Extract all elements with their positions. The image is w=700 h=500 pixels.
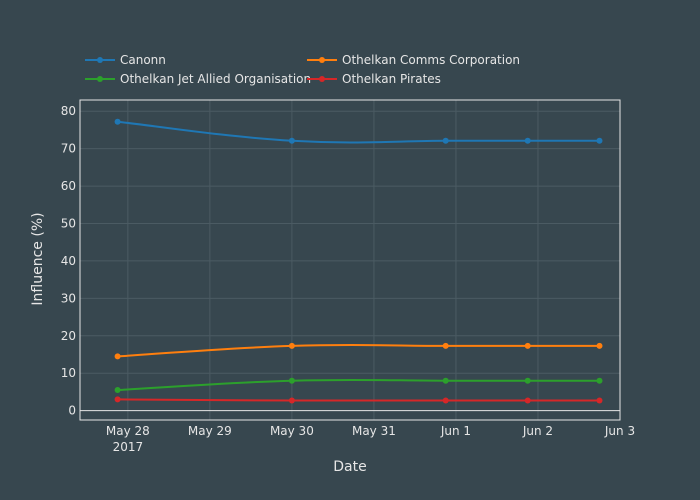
y-tick-label: 50 (61, 217, 76, 231)
y-tick-label: 40 (61, 254, 76, 268)
legend-label: Othelkan Comms Corporation (342, 53, 520, 67)
y-tick-label: 10 (61, 366, 76, 380)
data-point[interactable] (524, 397, 531, 404)
data-point[interactable] (288, 342, 295, 349)
y-axis-title: Influence (%) (30, 212, 46, 305)
data-point[interactable] (442, 342, 449, 349)
data-point[interactable] (524, 342, 531, 349)
legend-swatch-marker (97, 57, 103, 63)
y-tick-label: 60 (61, 179, 76, 193)
data-point[interactable] (524, 137, 531, 144)
legend: Canonn Othelkan Comms Corporation Othelkan… (85, 53, 520, 86)
series-line (117, 378, 600, 392)
data-point[interactable] (288, 377, 295, 384)
x-tick-label: May 28 (106, 424, 150, 438)
data-point[interactable] (114, 396, 121, 403)
legend-swatch-marker (97, 76, 103, 82)
x-tick-label: May 29 (188, 424, 232, 438)
data-point[interactable] (524, 377, 531, 384)
legend-item[interactable]: Canonn (85, 53, 166, 67)
grid-lines (80, 100, 621, 420)
series-othelkan-pirates (114, 396, 603, 404)
series-line (117, 120, 600, 144)
x-tick-label: Jun 3 (604, 424, 635, 438)
x-tick-label: Jun 2 (522, 424, 553, 438)
x-tick-year-label: 2017 (113, 440, 144, 454)
series-canonn (114, 118, 603, 144)
data-point[interactable] (596, 377, 603, 384)
legend-swatch-marker (319, 57, 325, 63)
y-tick-label: 20 (61, 329, 76, 343)
x-axis-title: Date (333, 459, 366, 475)
legend-item[interactable]: Othelkan Pirates (307, 72, 441, 86)
y-tick-label: 0 (68, 404, 76, 418)
data-point[interactable] (442, 137, 449, 144)
series-othelkan-comms-corporation (114, 342, 603, 360)
x-tick-label: Jun 1 (440, 424, 471, 438)
legend-item[interactable]: Othelkan Jet Allied Organisation (85, 72, 311, 86)
x-tick-label: May 30 (270, 424, 314, 438)
data-point[interactable] (114, 387, 121, 394)
data-point[interactable] (114, 353, 121, 360)
data-point[interactable] (442, 377, 449, 384)
legend-item[interactable]: Othelkan Comms Corporation (307, 53, 520, 67)
data-point[interactable] (442, 397, 449, 404)
series-line (117, 343, 600, 358)
data-point[interactable] (596, 137, 603, 144)
x-tick-label: May 31 (352, 424, 396, 438)
data-point[interactable] (288, 397, 295, 404)
legend-swatch-marker (319, 76, 325, 82)
series-group (114, 118, 603, 404)
data-point[interactable] (114, 118, 121, 125)
legend-label: Othelkan Pirates (342, 72, 441, 86)
axes: May 28 2017 May 29 May 30 May 31 Jun 1 Jun 2 Ju… (61, 99, 635, 454)
y-tick-label: 30 (61, 291, 76, 305)
series-line (117, 398, 600, 402)
legend-label: Canonn (120, 53, 166, 67)
data-point[interactable] (596, 397, 603, 404)
series-othelkan-jet-allied-organisation (114, 377, 603, 394)
y-tick-label: 70 (61, 142, 76, 156)
legend-label: Othelkan Jet Allied Organisation (120, 72, 311, 86)
data-point[interactable] (596, 342, 603, 349)
y-tick-label: 80 (61, 104, 76, 118)
plot-frame (79, 99, 621, 421)
data-point[interactable] (288, 137, 295, 144)
